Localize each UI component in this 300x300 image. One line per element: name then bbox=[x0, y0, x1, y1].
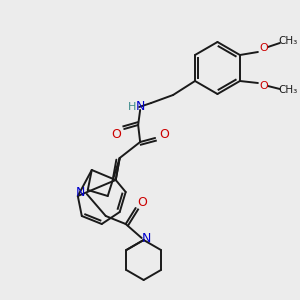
Text: H: H bbox=[128, 102, 136, 112]
Text: O: O bbox=[260, 43, 268, 53]
Text: O: O bbox=[138, 196, 148, 208]
Text: N: N bbox=[76, 185, 86, 199]
Text: O: O bbox=[260, 81, 268, 91]
Text: N: N bbox=[136, 100, 145, 113]
Text: N: N bbox=[142, 232, 151, 244]
Text: O: O bbox=[111, 128, 121, 140]
Text: CH₃: CH₃ bbox=[278, 85, 297, 95]
Text: CH₃: CH₃ bbox=[278, 36, 297, 46]
Text: O: O bbox=[159, 128, 169, 140]
